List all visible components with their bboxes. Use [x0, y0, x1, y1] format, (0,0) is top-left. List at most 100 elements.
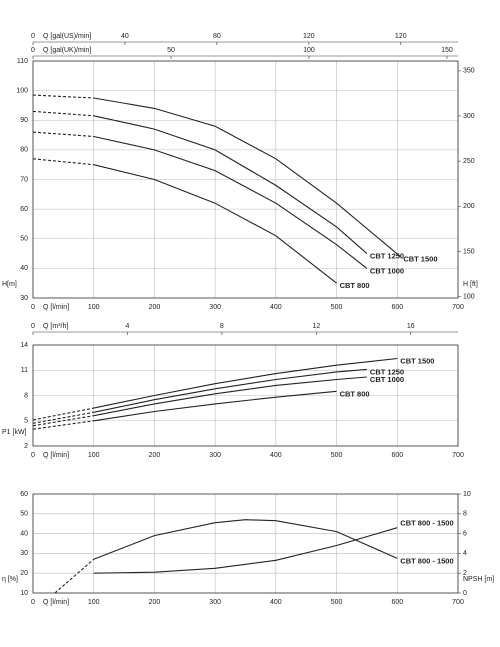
y-tick-label: 80 [20, 147, 28, 154]
y2-tick-label: 350 [463, 68, 475, 75]
line [93, 164, 337, 284]
y2-tick-label: 10 [463, 491, 471, 498]
y-axis-label: P1 [kW] [2, 429, 27, 436]
y-tick-label: 14 [20, 342, 28, 349]
y2-tick-label: 300 [463, 113, 475, 120]
top-axis-tick-label: 12 [312, 323, 320, 330]
line [93, 135, 368, 269]
x-axis-label: Q [l/min] [43, 452, 69, 459]
series-label: CBT 1250 [370, 252, 404, 261]
top-axis-tick-label: 100 [303, 47, 315, 54]
y2-tick-label: 100 [463, 293, 475, 300]
y-tick-label: 40 [20, 265, 28, 272]
line-dashed [32, 94, 94, 99]
top-axis-tick-label: 120 [303, 33, 315, 40]
line [93, 519, 398, 560]
top-axis-tick-label: 150 [441, 47, 453, 54]
y2-tick-label: 4 [463, 550, 467, 557]
y-tick-label: 70 [20, 176, 28, 183]
y-tick-label: 50 [20, 511, 28, 518]
plot-frame [32, 60, 459, 299]
x-tick-label: 200 [149, 452, 161, 459]
x-tick-label: 700 [452, 599, 464, 606]
y2-tick-label: 250 [463, 158, 475, 165]
y-tick-label: 40 [20, 530, 28, 537]
line-dashed [32, 407, 94, 421]
series-label: CBT 800 [340, 389, 370, 398]
line-dashed [32, 411, 94, 424]
y2-tick-label: 6 [463, 530, 467, 537]
x-axis-label: Q [l/min] [43, 599, 69, 606]
top-axis-tick-label: 50 [167, 47, 175, 54]
top-axis-tick-label: 16 [407, 323, 415, 330]
series-label: CBT 1000 [370, 266, 404, 275]
series-label: CBT 1500 [403, 255, 437, 264]
series-label: CBT 1000 [370, 375, 404, 384]
x-tick-label: 300 [209, 452, 221, 459]
x-axis-label: Q [l/min] [43, 304, 69, 311]
y2-tick-label: 8 [463, 511, 467, 518]
x-tick-label: 400 [270, 599, 282, 606]
y2-tick-label: 150 [463, 248, 475, 255]
y-tick-label: 5 [24, 418, 28, 425]
x-tick-label: 200 [149, 304, 161, 311]
top-axis-label: Q [m³/h] [43, 323, 68, 330]
x-tick-label: 600 [391, 452, 403, 459]
line-dashed [54, 558, 95, 594]
x-tick-label: 100 [88, 599, 100, 606]
line-dashed [32, 131, 94, 138]
line [93, 390, 337, 422]
x-tick-label: 100 [88, 304, 100, 311]
y-tick-label: 110 [17, 58, 28, 65]
line-dashed [32, 110, 94, 117]
series-label: CBT 800 [340, 281, 370, 290]
y-tick-label: 60 [20, 206, 28, 213]
x-tick-label: 100 [88, 452, 100, 459]
x-tick-label: 700 [452, 304, 464, 311]
line [93, 527, 398, 574]
x-tick-label: 300 [209, 304, 221, 311]
top-axis-label: Q [gal(UK)/min] [43, 47, 91, 54]
line [93, 357, 398, 409]
y-axis-label: η [%] [2, 576, 18, 583]
y2-tick-label: 200 [463, 203, 475, 210]
series-label: CBT 800 - 1500 [400, 519, 453, 528]
top-axis-tick-label: 4 [125, 323, 129, 330]
series-label: CBT 800 - 1500 [400, 556, 453, 565]
plot-frame [32, 493, 459, 594]
x-tick-label: 500 [331, 599, 343, 606]
series-label: CBT 1250 [370, 367, 404, 376]
x-tick-label: 300 [209, 599, 221, 606]
x-tick-label: 400 [270, 452, 282, 459]
top-axis-tick-label: 0 [31, 47, 35, 54]
x-tick-label: 500 [331, 304, 343, 311]
y-tick-label: 60 [20, 491, 28, 498]
line-dashed [32, 415, 94, 427]
y-tick-label: 30 [20, 550, 28, 557]
y-tick-label: 90 [20, 117, 28, 124]
y-tick-label: 2 [24, 443, 28, 450]
y2-tick-label: 0 [463, 590, 467, 597]
y2-tick-label: 2 [463, 570, 467, 577]
line [93, 368, 367, 413]
x-tick-label: 0 [31, 452, 35, 459]
top-axis-tick-label: 0 [31, 33, 35, 40]
y-tick-label: 50 [20, 236, 28, 243]
top-axis-tick-label: 80 [213, 33, 221, 40]
x-tick-label: 0 [31, 304, 35, 311]
x-tick-label: 600 [391, 599, 403, 606]
plot-frame [32, 344, 459, 447]
y-tick-label: 30 [20, 295, 28, 302]
y-tick-label: 8 [24, 392, 28, 399]
y-tick-label: 100 [16, 87, 28, 94]
y-tick-label: 10 [20, 590, 28, 597]
x-tick-label: 400 [270, 304, 282, 311]
top-axis-tick-label: 120 [395, 33, 407, 40]
top-axis-tick-label: 0 [31, 323, 35, 330]
top-axis-tick-label: 40 [121, 33, 129, 40]
line [93, 376, 367, 417]
x-tick-label: 200 [149, 599, 161, 606]
series-label: CBT 1500 [400, 356, 434, 365]
y2-axis-label: H [ft] [463, 281, 478, 288]
